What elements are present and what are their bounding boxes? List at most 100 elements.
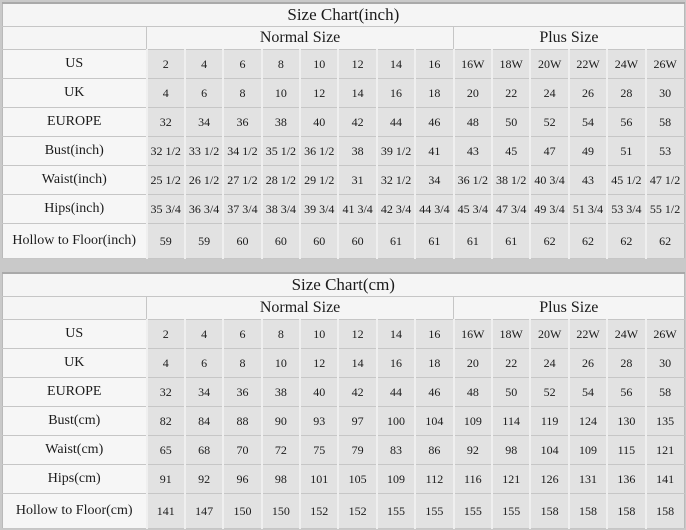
size-value-cell: 70 xyxy=(222,435,262,465)
row-label: EUROPE xyxy=(2,377,147,407)
size-value-cell: 91 xyxy=(145,464,185,494)
size-value-cell: 147 xyxy=(183,493,224,529)
size-value-cell: 51 xyxy=(606,136,646,166)
row-label: Hips(cm) xyxy=(2,464,147,494)
size-value-cell: 8 xyxy=(222,348,262,378)
size-value-cell: 12 xyxy=(337,49,377,79)
size-value-cell: 59 xyxy=(145,223,185,259)
size-value-cell: 47 3/4 xyxy=(491,194,531,224)
size-value-cell: 86 xyxy=(414,435,454,465)
size-value-cell: 59 xyxy=(183,223,224,259)
size-value-cell: 41 xyxy=(414,136,454,166)
table-row: Hips(inch) 35 3/4 36 3/4 37 3/4 38 3/4 39 3/4… xyxy=(2,194,685,224)
row-label: US xyxy=(2,319,147,349)
size-value-cell: 150 xyxy=(260,493,301,529)
size-value-cell: 26 xyxy=(567,348,608,378)
size-value-cell: 4 xyxy=(183,319,224,349)
size-value-cell: 46 xyxy=(414,377,454,407)
row-label: Hollow to Floor(inch) xyxy=(2,223,147,259)
size-value-cell: 141 xyxy=(145,493,185,529)
size-value-cell: 44 3/4 xyxy=(414,194,454,224)
size-value-cell: 6 xyxy=(222,319,262,349)
size-value-cell: 109 xyxy=(452,406,493,436)
group-header-empty xyxy=(2,296,147,320)
size-value-cell: 152 xyxy=(299,493,339,529)
size-value-cell: 104 xyxy=(414,406,454,436)
size-value-cell: 38 1/2 xyxy=(491,165,531,195)
size-value-cell: 92 xyxy=(183,464,224,494)
size-value-cell: 36 xyxy=(222,107,262,137)
table-row: US 2 4 6 8 10 12 14 16 16W 18W 20W 22W 24W 26W xyxy=(2,319,685,349)
size-value-cell: 32 1/2 xyxy=(145,136,185,166)
table-row: EUROPE 32 34 36 38 40 42 44 46 48 50 52 54 56 58 xyxy=(2,107,685,137)
size-value-cell: 20 xyxy=(452,78,493,108)
size-value-cell: 42 xyxy=(337,107,377,137)
size-value-cell: 10 xyxy=(299,319,339,349)
size-value-cell: 16 xyxy=(414,49,454,79)
size-value-cell: 44 xyxy=(375,377,416,407)
size-value-cell: 115 xyxy=(606,435,646,465)
size-value-cell: 34 xyxy=(183,377,224,407)
table-row: UK 4 6 8 10 12 14 16 18 20 22 24 26 28 30 xyxy=(2,78,685,108)
table-row: Waist(cm) 65 68 70 72 75 79 83 86 92 98 104 109 115 12… xyxy=(2,435,685,465)
size-value-cell: 2 xyxy=(145,319,185,349)
group-header-plus-size: Plus Size xyxy=(453,26,685,50)
size-value-cell: 16 xyxy=(375,348,416,378)
size-value-cell: 40 xyxy=(299,377,339,407)
size-value-cell: 58 xyxy=(644,107,685,137)
size-value-cell: 61 xyxy=(452,223,493,259)
row-label: Hollow to Floor(cm) xyxy=(2,493,147,529)
table-row: Bust(inch) 32 1/2 33 1/2 34 1/2 35 1/2 36 1/2… xyxy=(2,136,685,166)
size-value-cell: 44 xyxy=(375,107,416,137)
size-value-cell: 82 xyxy=(145,406,185,436)
size-value-cell: 158 xyxy=(644,493,685,529)
row-label: Waist(inch) xyxy=(2,165,147,195)
size-value-cell: 112 xyxy=(414,464,454,494)
table-row: Waist(inch) 25 1/2 26 1/2 27 1/2 28 1/2 29 1/… xyxy=(2,165,685,195)
size-value-cell: 26W xyxy=(644,319,685,349)
table-title-row: Size Chart(cm) xyxy=(2,273,685,297)
size-value-cell: 30 xyxy=(644,78,685,108)
size-value-cell: 16 xyxy=(375,78,416,108)
size-value-cell: 52 xyxy=(529,377,569,407)
size-value-cell: 10 xyxy=(299,49,339,79)
row-label: EUROPE xyxy=(2,107,147,137)
size-value-cell: 6 xyxy=(222,49,262,79)
size-value-cell: 37 3/4 xyxy=(222,194,262,224)
size-value-cell: 42 xyxy=(337,377,377,407)
size-value-cell: 22 xyxy=(491,348,531,378)
size-value-cell: 96 xyxy=(222,464,262,494)
size-value-cell: 8 xyxy=(222,78,262,108)
size-value-cell: 14 xyxy=(375,49,416,79)
size-value-cell: 155 xyxy=(375,493,416,529)
size-value-cell: 158 xyxy=(567,493,608,529)
size-value-cell: 93 xyxy=(299,406,339,436)
size-value-cell: 116 xyxy=(452,464,493,494)
size-value-cell: 158 xyxy=(606,493,646,529)
size-value-cell: 62 xyxy=(606,223,646,259)
size-value-cell: 14 xyxy=(337,348,377,378)
size-value-cell: 124 xyxy=(567,406,608,436)
size-value-cell: 43 xyxy=(452,136,493,166)
table-row: Hollow to Floor(inch) 59 59 60 60 60 60 61 61 61 6… xyxy=(2,223,685,259)
size-value-cell: 41 3/4 xyxy=(337,194,377,224)
size-value-cell: 84 xyxy=(183,406,224,436)
group-header-plus-size: Plus Size xyxy=(453,296,685,320)
size-value-cell: 36 1/2 xyxy=(452,165,493,195)
size-value-cell: 20W xyxy=(529,319,569,349)
size-value-cell: 61 xyxy=(414,223,454,259)
size-value-cell: 25 1/2 xyxy=(145,165,185,195)
size-value-cell: 60 xyxy=(299,223,339,259)
size-value-cell: 36 3/4 xyxy=(183,194,224,224)
size-value-cell: 32 xyxy=(145,377,185,407)
size-value-cell: 119 xyxy=(529,406,569,436)
table-title-row: Size Chart(inch) xyxy=(2,3,685,27)
size-value-cell: 121 xyxy=(644,435,685,465)
size-value-cell: 43 xyxy=(567,165,608,195)
size-value-cell: 4 xyxy=(145,78,185,108)
size-value-cell: 158 xyxy=(529,493,569,529)
size-value-cell: 38 3/4 xyxy=(260,194,301,224)
size-value-cell: 53 3/4 xyxy=(606,194,646,224)
size-value-cell: 48 xyxy=(452,107,493,137)
